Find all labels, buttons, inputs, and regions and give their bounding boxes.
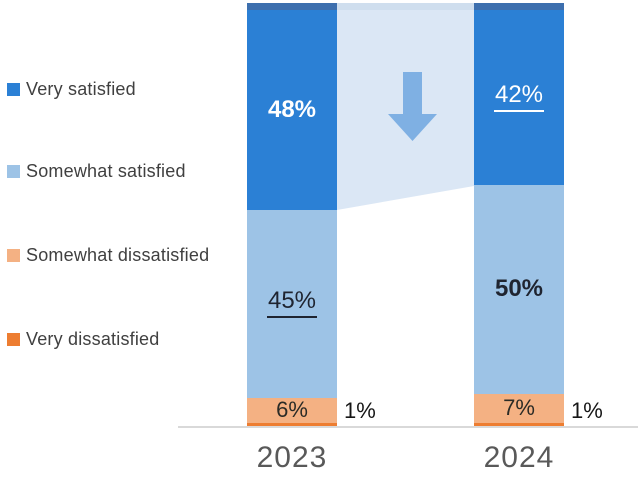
connector-band-top-cap (337, 3, 474, 10)
legend-item-somewhat-dissatisfied: Somewhat dissatisfied (7, 245, 209, 266)
bar-2023: 48% 45% 6% (247, 10, 337, 427)
bar-2024-segment-somewhat-dissatisfied: 7% (474, 393, 564, 423)
data-label-2024-somewhat-dissatisfied: 7% (503, 395, 535, 421)
bar-2024-segment-somewhat-satisfied: 50% (474, 185, 564, 394)
legend-item-very-dissatisfied: Very dissatisfied (7, 329, 159, 350)
data-label-2023-very-dissatisfied: 1% (344, 398, 376, 423)
data-label-2023-very-satisfied: 48% (267, 96, 317, 124)
bar-top-cap-2024 (474, 3, 564, 10)
bar-2023-segment-somewhat-dissatisfied: 6% (247, 397, 337, 423)
bar-top-cap-2023 (247, 3, 337, 10)
legend-label: Somewhat satisfied (26, 161, 186, 181)
x-axis-label-2023: 2023 (256, 441, 328, 474)
data-label-2023-somewhat-dissatisfied: 6% (276, 397, 308, 423)
legend-item-somewhat-satisfied: Somewhat satisfied (7, 161, 186, 182)
data-label-2024-somewhat-satisfied: 50% (494, 275, 544, 303)
bar-2023-segment-very-satisfied: 48% (247, 10, 337, 211)
bar-2024-segment-very-dissatisfied (474, 422, 564, 427)
data-label-2024-very-satisfied: 42% (493, 83, 545, 113)
bar-2024: 42% 50% 7% (474, 10, 564, 427)
bar-2024-segment-very-satisfied: 42% (474, 10, 564, 186)
bar-2023-segment-somewhat-satisfied: 45% (247, 210, 337, 398)
x-axis-line (178, 426, 638, 428)
legend-swatch-very-satisfied (7, 83, 20, 96)
bar-2023-segment-very-dissatisfied (247, 422, 337, 427)
legend-swatch-very-dissatisfied (7, 333, 20, 346)
x-axis-label-2024: 2024 (483, 441, 555, 474)
legend-label: Very satisfied (26, 79, 136, 99)
legend-label: Somewhat dissatisfied (26, 245, 210, 265)
data-label-2023-somewhat-satisfied: 45% (266, 289, 318, 319)
legend-label: Very dissatisfied (26, 329, 160, 349)
data-label-2024-very-dissatisfied: 1% (571, 398, 603, 423)
decrease-arrow-icon (388, 72, 437, 141)
legend-swatch-somewhat-dissatisfied (7, 249, 20, 262)
legend-item-very-satisfied: Very satisfied (7, 79, 136, 100)
legend-swatch-somewhat-satisfied (7, 165, 20, 178)
